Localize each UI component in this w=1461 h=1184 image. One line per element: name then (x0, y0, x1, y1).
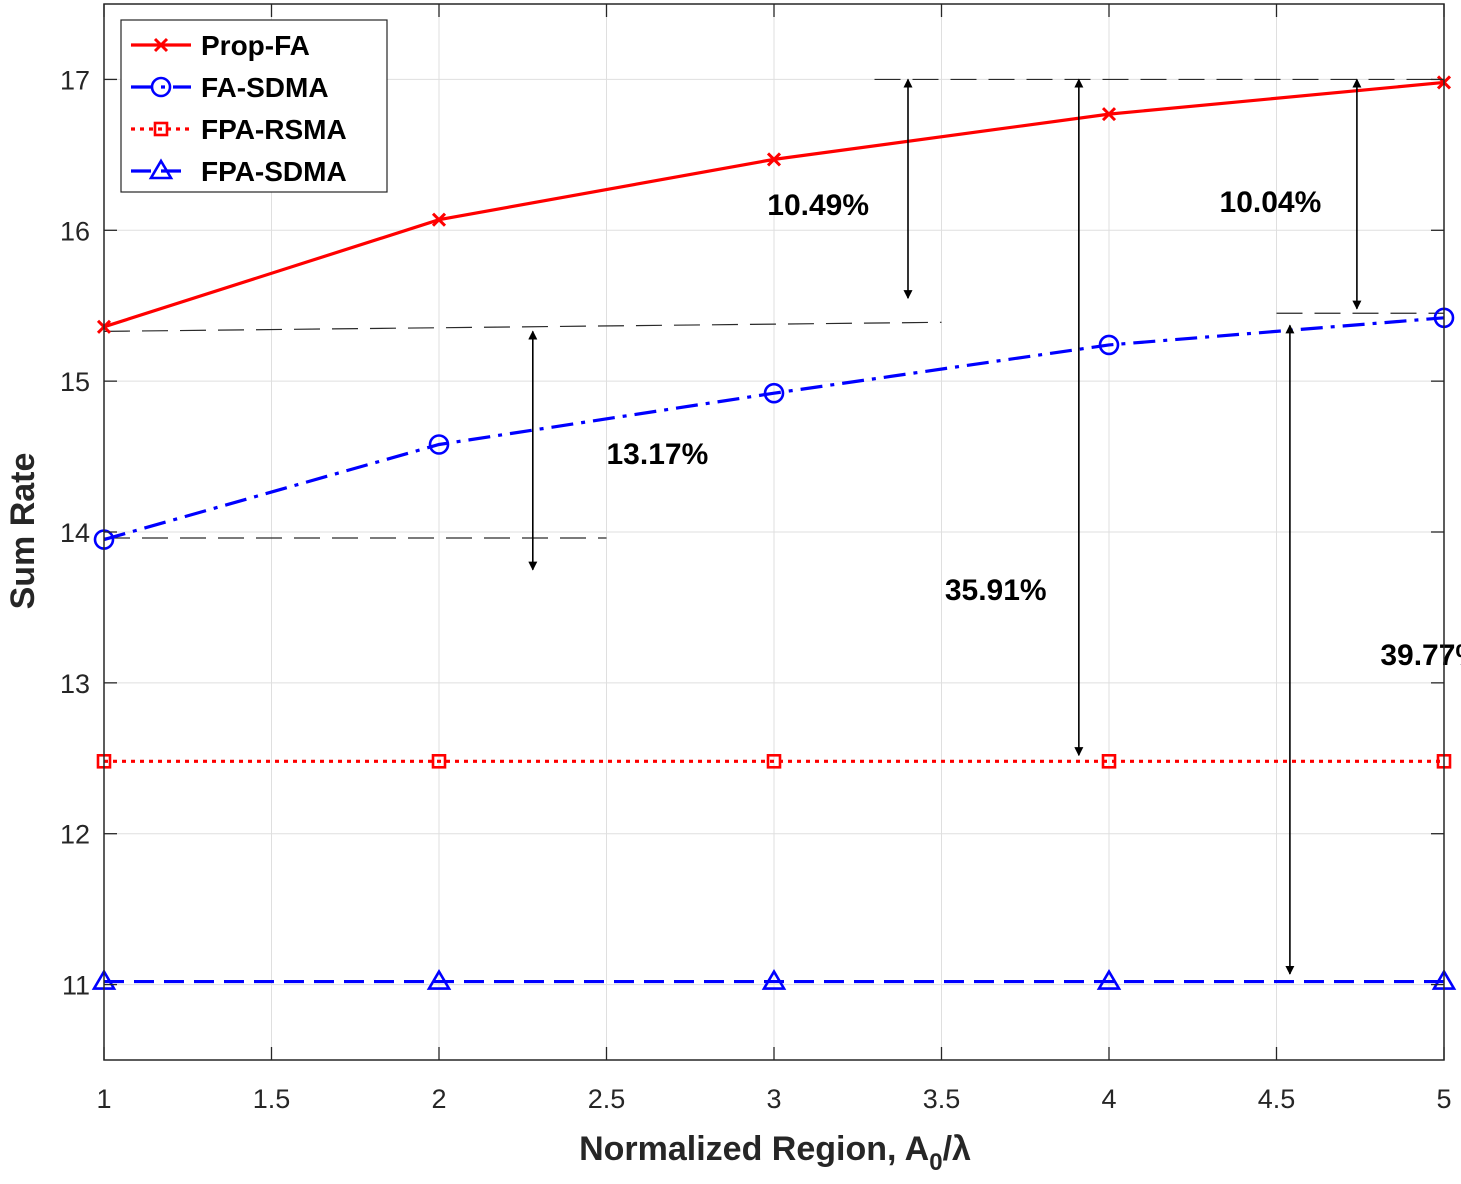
data-point-fpa-rsma (766, 754, 782, 769)
legend-marker-fa-sdma (150, 76, 172, 98)
data-point-fpa-sdma (426, 968, 452, 990)
x-tick-label: 2.5 (588, 1084, 626, 1114)
x-tick-label: 1.5 (253, 1084, 291, 1114)
data-point-fa-sdma (1098, 334, 1120, 356)
legend-marker-fpa-rsma (153, 121, 169, 137)
reference-lines (103, 78, 1444, 539)
annotation-label: 13.17% (607, 438, 709, 471)
x-tick-label: 3.5 (923, 1084, 961, 1114)
series-line-fa-sdma (103, 316, 1445, 542)
y-tick-label: 13 (60, 669, 90, 699)
y-tick-label: 11 (62, 971, 90, 1001)
y-tick-label: 16 (60, 216, 90, 246)
data-point-prop-fa (1101, 107, 1117, 122)
legend: Prop-FA FA-SDMA FPA-RSMA FPA-SDMA (120, 19, 388, 193)
y-tick-label: 14 (60, 518, 90, 548)
reference-line (103, 321, 942, 332)
y-axis-label: Sum Rate (4, 453, 42, 610)
annotation-label: 39.77% (1380, 639, 1461, 672)
data-point-prop-fa (431, 212, 447, 227)
legend-marker-prop-fa (153, 37, 169, 53)
data-point-fpa-rsma (1101, 754, 1117, 769)
x-axis-label: Normalized Region, A0/λ (579, 1130, 971, 1176)
annotation-label: 10.04% (1220, 186, 1322, 219)
ticks: 1 1.5 2 2.5 3 3.5 4 4.5 5 11 12 13 14 15 16 17 (60, 4, 1452, 1114)
annotations: 10.49% 13.17% 35.91% 10.04% 39.77% (528, 78, 1461, 975)
x-tick-label: 1 (96, 1084, 111, 1114)
data-point-fa-sdma (763, 382, 785, 404)
y-tick-label: 12 (60, 820, 90, 850)
data-point-fpa-sdma (761, 968, 787, 990)
data-point-fpa-sdma (1096, 968, 1122, 990)
series (91, 75, 1457, 990)
x-axis-label-main: Normalized Region, A (579, 1130, 929, 1168)
legend-marker-fpa-sdma (148, 158, 174, 180)
annotation-label: 35.91% (945, 574, 1047, 607)
data-point-fpa-rsma (431, 754, 447, 769)
x-tick-label: 4 (1101, 1084, 1116, 1114)
data-point-fa-sdma (428, 434, 450, 455)
legend-label-fpa-rsma: FPA-RSMA (201, 114, 347, 145)
data-point-prop-fa (766, 152, 782, 167)
x-axis-label-tail: /λ (943, 1130, 971, 1168)
x-axis-label-subscript: 0 (929, 1149, 942, 1176)
legend-label-fa-sdma: FA-SDMA (201, 72, 329, 103)
legend-label-prop-fa: Prop-FA (201, 30, 310, 61)
x-tick-label: 3 (766, 1084, 781, 1114)
x-tick-label: 5 (1436, 1084, 1451, 1114)
legend-label-fpa-sdma: FPA-SDMA (201, 156, 347, 187)
x-tick-label: 4.5 (1258, 1084, 1296, 1114)
annotation-label: 10.49% (767, 189, 869, 222)
y-tick-label: 17 (60, 65, 90, 95)
x-tick-label: 2 (431, 1084, 446, 1114)
y-tick-label: 15 (60, 367, 90, 397)
